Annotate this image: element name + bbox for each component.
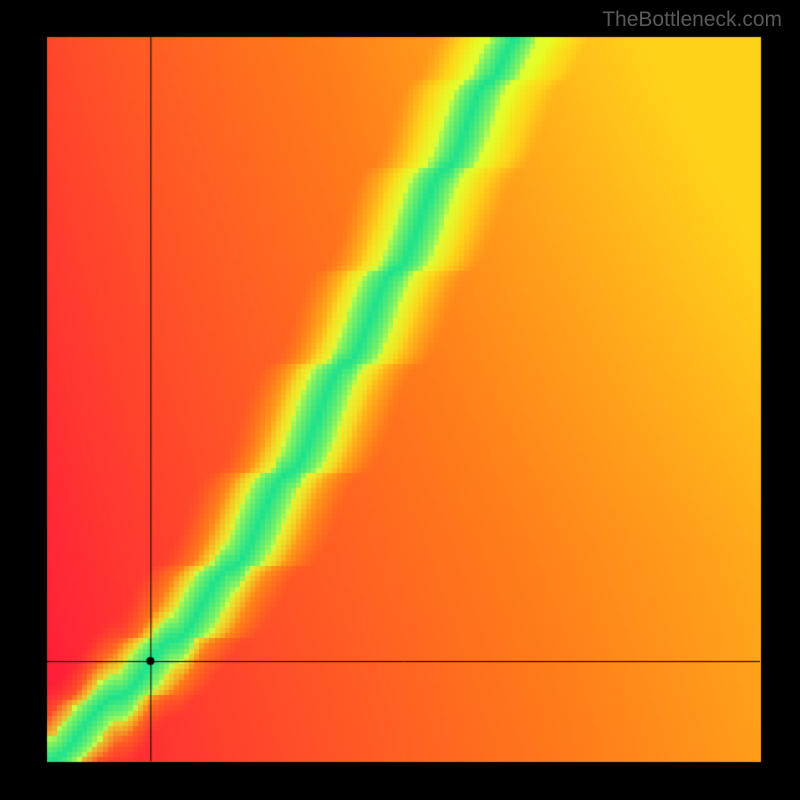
watermark-text: TheBottleneck.com: [602, 8, 782, 32]
chart-container: TheBottleneck.com: [0, 0, 800, 800]
bottleneck-heatmap: [0, 0, 800, 800]
